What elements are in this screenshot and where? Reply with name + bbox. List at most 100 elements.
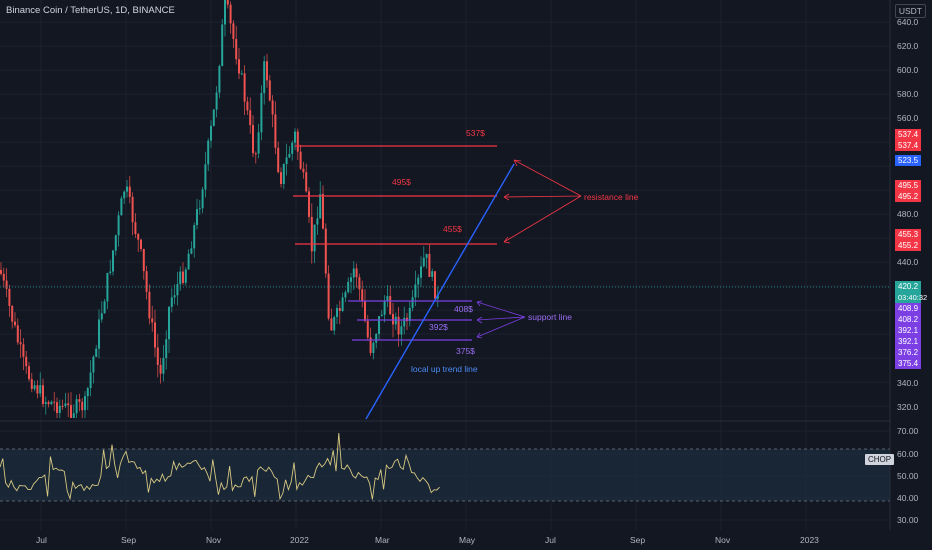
candle-body: [159, 364, 162, 374]
candle-body: [288, 153, 291, 158]
symbol-title[interactable]: Binance Coin / TetherUS, 1D, BINANCE: [6, 5, 175, 16]
candle-body: [285, 157, 288, 164]
time-axis-label: Nov: [715, 535, 731, 545]
candle-body: [232, 23, 235, 40]
candle-body: [179, 271, 182, 285]
candle-body: [224, 0, 226, 25]
price-tag: 495.2: [895, 191, 921, 202]
price-tag: 537.4: [895, 129, 921, 140]
candle-body: [103, 301, 106, 314]
chop-axis-label: 50.00: [897, 471, 919, 481]
candle-body: [428, 253, 431, 277]
candle-body: [296, 131, 299, 152]
candle-body: [5, 280, 8, 289]
candle-body: [369, 337, 372, 354]
candle-body: [120, 198, 123, 216]
candle-body: [182, 271, 184, 283]
candle-body: [238, 59, 240, 74]
candle-body: [173, 295, 176, 298]
local-up-trend-line[interactable]: [365, 163, 515, 420]
candle-body: [50, 401, 53, 405]
candle-body: [294, 131, 296, 143]
candle-body: [316, 218, 319, 225]
candle-body: [176, 284, 179, 296]
price-tag: 455.2: [895, 240, 921, 251]
candle-body: [140, 239, 142, 249]
resistance-arrowheads: [503, 159, 522, 244]
candle-body: [64, 403, 67, 407]
time-axis-label: Jul: [545, 535, 556, 545]
candle-body: [92, 356, 95, 373]
price-tag: 495.5: [895, 180, 921, 191]
candle-body: [266, 61, 268, 81]
candle-body: [81, 401, 84, 411]
support-level-label: 408$: [454, 304, 473, 314]
candle-body: [100, 313, 103, 320]
candle-body: [434, 271, 436, 299]
candle-body: [142, 248, 145, 272]
chop-indicator-label[interactable]: CHOP: [865, 454, 895, 465]
chop-line: [0, 432, 440, 501]
price-tag: 375.4: [895, 358, 921, 369]
candle-body: [380, 314, 383, 317]
candle-body: [299, 151, 302, 169]
chop-band: [0, 449, 890, 501]
candle-body: [131, 196, 134, 223]
candle-body: [389, 296, 392, 315]
price-axis-label: 480.0: [897, 209, 919, 219]
candle-body: [302, 168, 305, 173]
candle-body: [400, 326, 403, 335]
last-price-tag: 420.2: [895, 281, 921, 292]
candle-body: [235, 39, 238, 60]
candle-body: [28, 366, 30, 380]
price-tag: 537.4: [895, 140, 921, 151]
candle-body: [305, 172, 308, 192]
candle-body: [114, 235, 117, 251]
candle-body: [36, 385, 39, 394]
resistance-line-label: resistance line: [584, 192, 639, 202]
candle-body: [78, 399, 81, 402]
candle-body: [53, 401, 56, 403]
time-axis-label: May: [459, 535, 476, 545]
candle-body: [162, 357, 165, 374]
candle-body: [322, 194, 324, 229]
candle-body: [420, 266, 422, 278]
price-tag: 376.2: [895, 347, 921, 358]
candle-body: [336, 308, 338, 318]
candle-body: [352, 268, 355, 278]
candle-body: [229, 4, 232, 24]
candle-body: [375, 333, 378, 343]
candle-body: [383, 301, 386, 315]
candle-body: [2, 273, 5, 281]
resistance-arrows: [503, 159, 582, 243]
candle-body: [268, 80, 271, 101]
candle-body: [361, 289, 364, 302]
candle-body: [170, 297, 173, 307]
time-axis-label: Jul: [36, 535, 47, 545]
chop-axis-label: 30.00: [897, 515, 919, 525]
candle-body: [344, 292, 347, 298]
candle-body: [422, 257, 425, 267]
candle-body: [257, 132, 260, 154]
time-axis-label: 2022: [290, 535, 309, 545]
candle-body: [263, 61, 266, 94]
candle-body: [128, 186, 131, 197]
candle-body: [156, 347, 159, 365]
price-axis-label: 620.0: [897, 41, 919, 51]
candle-body: [201, 189, 204, 209]
candle-body: [198, 208, 201, 210]
candle-body: [204, 164, 207, 190]
candle-body: [330, 318, 333, 331]
candle-body: [145, 271, 148, 292]
candle-body: [212, 109, 215, 126]
candle-body: [338, 308, 341, 311]
candle-body: [126, 186, 128, 192]
currency-badge[interactable]: USDT: [894, 4, 926, 18]
candle-body: [226, 0, 229, 5]
price-tag: 455.3: [895, 229, 921, 240]
time-axis-label: 2023: [800, 535, 819, 545]
candle-body: [70, 405, 72, 418]
candle-body: [308, 191, 310, 217]
candle-body: [221, 24, 224, 67]
